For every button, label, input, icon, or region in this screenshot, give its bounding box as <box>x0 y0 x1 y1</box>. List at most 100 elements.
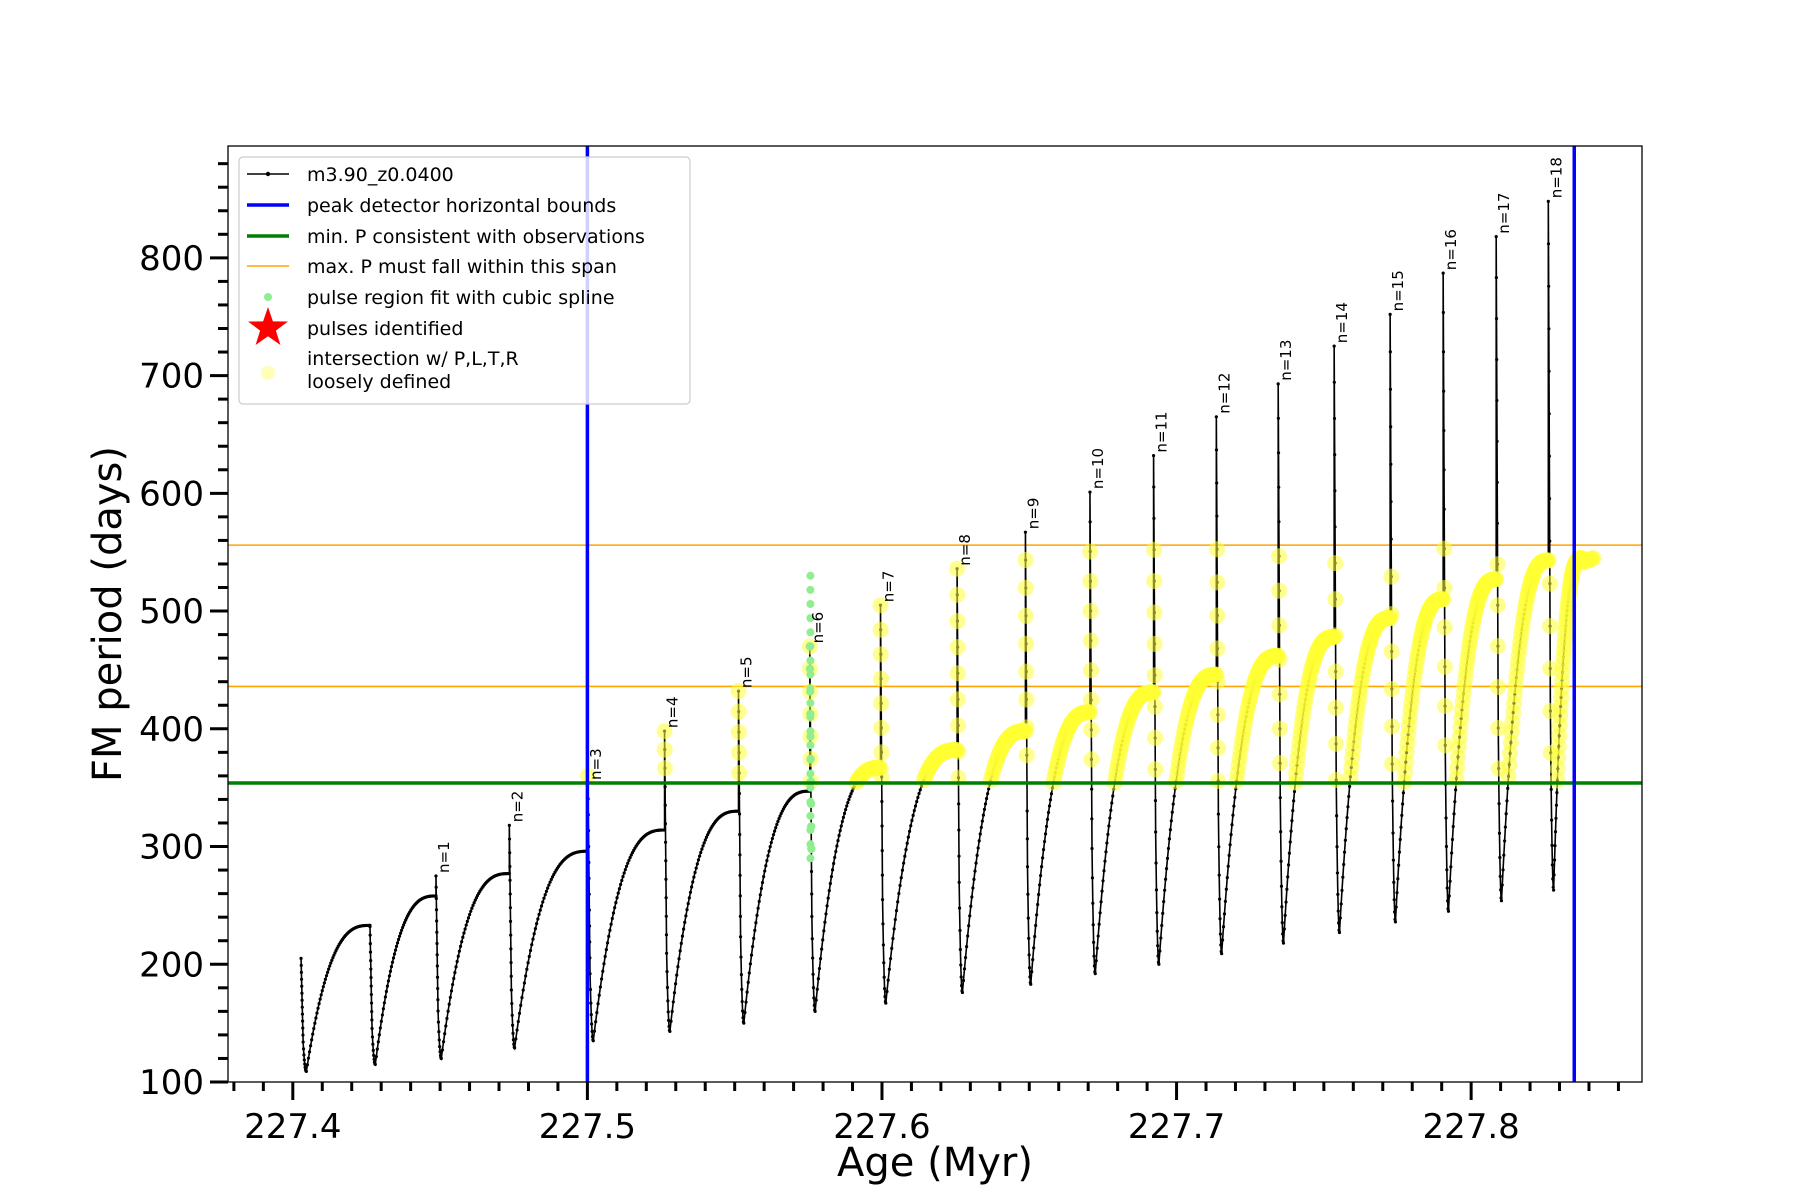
legend-label: m3.90_z0.0400 <box>307 164 454 186</box>
intersection-marker <box>1146 541 1163 558</box>
intersection-marker <box>873 695 890 712</box>
series-point <box>885 989 889 994</box>
series-point <box>313 1021 317 1025</box>
series-point <box>1040 856 1045 860</box>
series-point <box>1286 875 1290 879</box>
series-point <box>598 985 603 989</box>
intersection-marker <box>1383 681 1400 697</box>
series-point <box>886 978 890 982</box>
series-point <box>538 908 542 912</box>
series-point <box>738 894 742 898</box>
pulse-label: n=15 <box>1389 270 1407 311</box>
series-point <box>616 891 620 895</box>
series-point <box>683 920 687 924</box>
series-point <box>316 1006 320 1010</box>
series-point <box>1400 813 1404 817</box>
series-point <box>1292 799 1296 803</box>
series-point <box>602 962 606 966</box>
series-point <box>457 949 462 953</box>
series-point <box>664 914 668 918</box>
series-point <box>811 972 815 976</box>
series-point <box>898 883 902 888</box>
spline-fit-point <box>806 585 815 594</box>
series-point <box>1335 845 1339 849</box>
series-point <box>812 996 816 1000</box>
intersection-marker <box>730 683 747 700</box>
pulse-label: n=12 <box>1215 373 1233 414</box>
y-tick-label: 200 <box>139 945 204 985</box>
series-point <box>957 802 961 806</box>
series-point <box>1096 934 1100 938</box>
series-point <box>438 1044 442 1049</box>
intersection-marker <box>1541 575 1558 592</box>
intersection-marker <box>730 724 747 741</box>
series-point <box>754 921 758 925</box>
series-point <box>1290 819 1294 823</box>
series-point <box>1388 387 1393 391</box>
series-point <box>1151 454 1156 458</box>
series-point <box>892 927 896 931</box>
series-point <box>1229 832 1233 837</box>
series-point <box>1453 800 1457 804</box>
series-point <box>835 844 839 848</box>
intersection-marker <box>1436 658 1453 675</box>
series-point <box>695 862 699 866</box>
intersection-marker <box>656 741 673 758</box>
intersection-marker <box>1490 720 1507 737</box>
series-point <box>1048 798 1053 802</box>
legend-dot-icon <box>264 293 272 301</box>
series-point <box>673 982 678 986</box>
series-point <box>1225 875 1229 880</box>
pulse-label: n=4 <box>664 696 682 728</box>
series-point <box>629 853 633 857</box>
series-point <box>1277 485 1281 489</box>
series-point <box>1335 814 1339 818</box>
series-point <box>846 801 850 805</box>
y-tick-label: 700 <box>139 357 204 397</box>
series-point <box>1335 871 1340 875</box>
series-point <box>381 1007 385 1011</box>
intersection-marker <box>1327 627 1344 644</box>
series-point <box>1499 888 1503 892</box>
series-point <box>764 864 768 868</box>
series-point <box>1215 514 1219 518</box>
intersection-markers <box>579 540 1602 791</box>
series-point <box>1218 897 1222 901</box>
series-point <box>370 1026 374 1031</box>
series-point <box>1444 844 1449 849</box>
series-point <box>1500 883 1504 887</box>
series-point <box>371 1048 375 1052</box>
series-point <box>1495 357 1499 362</box>
series-point <box>1546 242 1551 246</box>
series-point <box>663 822 668 826</box>
series-point <box>837 833 841 838</box>
series-point <box>312 1026 316 1031</box>
series-point <box>1232 804 1236 808</box>
intersection-marker <box>1209 574 1226 591</box>
series-point <box>756 906 760 910</box>
series-point <box>1276 416 1280 420</box>
series-point <box>1442 389 1446 393</box>
series-point <box>300 991 304 995</box>
x-tick-label: 227.8 <box>1422 1107 1519 1147</box>
series-point <box>589 1001 593 1005</box>
series-point <box>667 1024 671 1029</box>
series-point <box>1333 525 1337 529</box>
series-point <box>882 975 886 979</box>
series-point <box>880 848 884 853</box>
series-point <box>607 934 611 939</box>
series-point <box>1106 832 1110 836</box>
series-point <box>1025 809 1029 813</box>
series-point <box>537 912 541 917</box>
series-point <box>664 859 668 863</box>
series-point <box>967 924 971 928</box>
y-tick-label: 300 <box>139 828 204 868</box>
series-point <box>380 1013 384 1017</box>
intersection-marker <box>1327 699 1344 716</box>
series-point <box>302 1058 306 1062</box>
series-point <box>436 986 440 991</box>
series-point <box>810 937 814 941</box>
series-point <box>1160 923 1164 928</box>
series-point <box>966 934 970 938</box>
series-point <box>1104 850 1108 854</box>
